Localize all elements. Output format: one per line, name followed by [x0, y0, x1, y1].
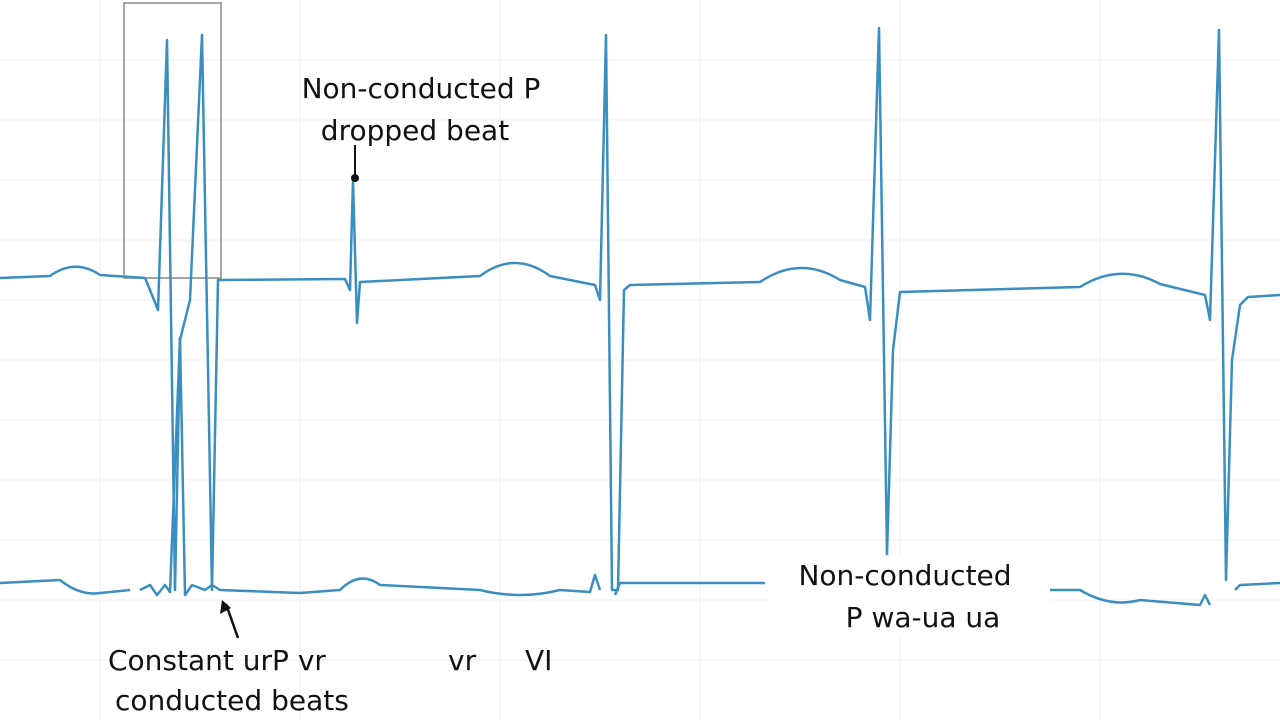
upper-trace [0, 26, 1280, 592]
annotation-text: Non-conducted [798, 559, 1011, 592]
highlight-box [123, 2, 222, 279]
annotation-text: VI [525, 644, 552, 677]
annotation-text: Constant urP vr [108, 644, 326, 677]
annotation-text: Non-conducted P [302, 72, 541, 105]
annotation-text: dropped beat [321, 114, 509, 147]
arrow-head [220, 600, 231, 614]
arrow-shaft [224, 603, 240, 639]
annotation-text: conducted beats [115, 684, 349, 717]
annotation-text: P wa-ua ua [846, 601, 1001, 634]
label-backdrop [770, 555, 1050, 635]
pointer-dot [351, 174, 359, 182]
annotation-text: vr [448, 644, 477, 677]
lower-trace [0, 336, 1280, 607]
